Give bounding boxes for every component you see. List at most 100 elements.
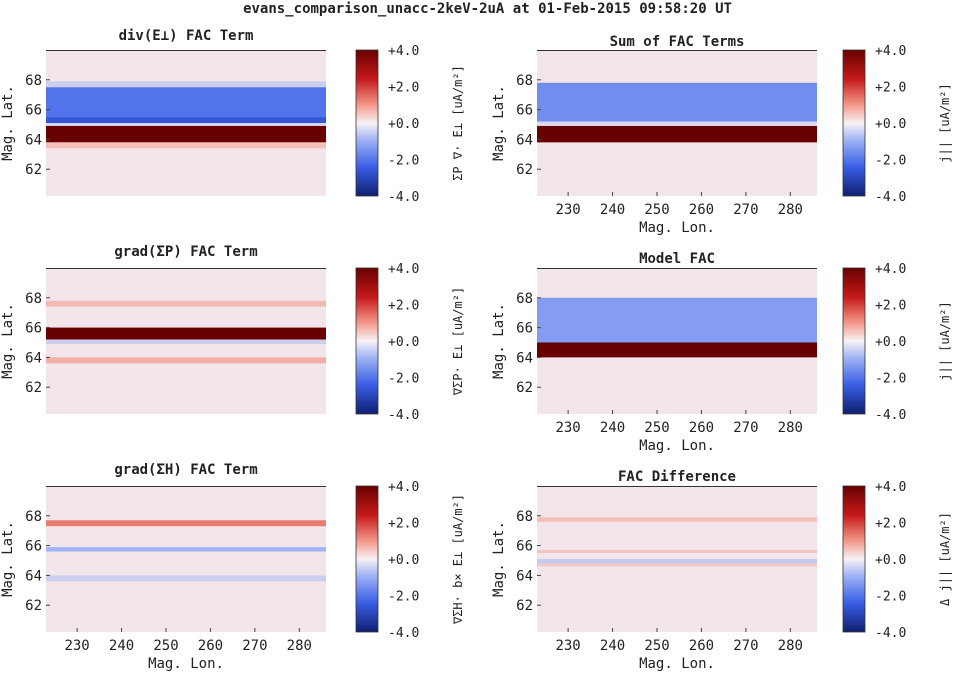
colorbar-tick-label: +0.0	[875, 335, 906, 350]
colorbar	[842, 267, 866, 415]
colorbar-tick-label: +4.0	[388, 262, 419, 277]
x-tick-label: 280	[778, 420, 803, 436]
heatmap-band	[537, 563, 817, 567]
x-tick-label: 280	[287, 638, 312, 654]
colorbar	[355, 267, 379, 415]
colorbar-label: ΣP ∇· E⊥ [uA/m²]	[451, 65, 465, 181]
colorbar	[355, 485, 379, 633]
heatmap-band	[537, 550, 817, 554]
panel-title: Sum of FAC Terms	[610, 34, 745, 50]
x-axis-label: Mag. Lon.	[639, 220, 715, 236]
heatmap-band	[46, 357, 326, 364]
colorbar-tick-label: +2.0	[388, 81, 419, 96]
heatmap-band	[537, 121, 817, 126]
x-tick-label: 260	[689, 638, 714, 654]
panel-grad-sh: grad(ΣH) FAC Term 62 64 66 68 Mag. Lat. 230 240…	[0, 462, 465, 672]
y-tick-label: 64	[25, 568, 42, 584]
colorbar-tick-label: +0.0	[875, 553, 906, 568]
colorbar-label: ∇ΣP· E⊥ [uA/m²]	[451, 287, 465, 396]
colorbar-tick-label: +4.0	[875, 44, 906, 59]
heatmap-band	[537, 297, 817, 343]
y-tick-label: 68	[516, 509, 533, 525]
x-tick-label: 240	[600, 420, 625, 436]
heatmap-band	[46, 117, 326, 123]
x-tick-label: 270	[242, 638, 267, 654]
y-tick-label: 62	[25, 380, 42, 396]
colorbar-tick-label: +0.0	[388, 117, 419, 132]
y-tick-label: 64	[25, 350, 42, 366]
x-tick-label: 230	[555, 420, 580, 436]
x-tick-label: 260	[689, 420, 714, 436]
x-tick-label: 270	[733, 202, 758, 218]
colorbar-tick-label: -4.0	[388, 190, 419, 205]
x-tick-label: 260	[689, 202, 714, 218]
x-tick-label: 240	[600, 202, 625, 218]
colorbar	[842, 485, 866, 633]
colorbar-tick-label: -4.0	[875, 408, 906, 423]
colorbar-tick-label: +2.0	[388, 299, 419, 314]
colorbar-tick-label: +4.0	[875, 480, 906, 495]
colorbar-tick-label: -4.0	[875, 626, 906, 641]
panel-title: grad(ΣP) FAC Term	[114, 244, 257, 260]
x-tick-label: 280	[778, 202, 803, 218]
colorbar-label: j|| [uA/m²]	[938, 301, 952, 380]
y-tick-label: 66	[516, 103, 533, 119]
colorbar-label: Δ j|| [uA/m²]	[938, 512, 952, 606]
heatmap-band	[537, 517, 817, 522]
y-tick-label: 68	[25, 509, 42, 525]
colorbar-tick-label: -2.0	[875, 154, 906, 169]
y-axis-label: Mag. Lat.	[0, 521, 16, 597]
x-tick-label: 250	[644, 638, 669, 654]
heatmap-band	[46, 520, 326, 527]
x-tick-label: 240	[600, 638, 625, 654]
colorbar	[842, 49, 866, 197]
panel-title: div(E⊥) FAC Term	[119, 28, 254, 44]
x-tick-label: 280	[778, 638, 803, 654]
y-tick-label: 64	[516, 132, 533, 148]
y-tick-label: 68	[516, 291, 533, 307]
heatmap-band	[537, 559, 817, 564]
colorbar-tick-label: +0.0	[388, 553, 419, 568]
panel-sum: Sum of FAC Terms 62 64 66 68 Mag. Lat. 230 240 2…	[491, 34, 952, 236]
colorbar-tick-label: -4.0	[388, 626, 419, 641]
y-tick-label: 62	[516, 380, 533, 396]
heatmap-band	[46, 339, 326, 344]
colorbar-tick-label: -4.0	[875, 190, 906, 205]
y-tick-label: 64	[516, 568, 533, 584]
y-tick-label: 64	[516, 350, 533, 366]
heatmap-band	[46, 142, 326, 149]
heatmap-band	[537, 82, 817, 122]
colorbar-tick-label: +2.0	[875, 517, 906, 532]
heatmap-band	[46, 575, 326, 582]
x-tick-label: 250	[153, 638, 178, 654]
y-tick-label: 66	[25, 103, 42, 119]
y-tick-label: 66	[516, 321, 533, 337]
colorbar-tick-label: +0.0	[388, 335, 419, 350]
x-axis-label: Mag. Lon.	[639, 438, 715, 454]
colorbar-tick-label: +0.0	[875, 117, 906, 132]
colorbar	[355, 49, 379, 197]
x-tick-label: 230	[555, 638, 580, 654]
panel-title: FAC Difference	[618, 469, 736, 485]
y-tick-label: 68	[516, 73, 533, 89]
colorbar-tick-label: -2.0	[388, 154, 419, 169]
y-tick-label: 68	[25, 73, 42, 89]
y-tick-label: 66	[25, 321, 42, 337]
colorbar-label: j|| [uA/m²]	[938, 83, 952, 162]
x-tick-label: 270	[733, 638, 758, 654]
panel-grad-sp: grad(ΣP) FAC Term 62 64 66 68 Mag. Lat. +4.0 +2…	[0, 244, 465, 423]
x-axis-label: Mag. Lon.	[639, 656, 715, 672]
heatmap-band	[46, 300, 326, 307]
y-axis-label: Mag. Lat.	[491, 303, 507, 379]
colorbar-tick-label: -2.0	[388, 372, 419, 387]
y-tick-label: 66	[516, 539, 533, 555]
colorbar-tick-label: +4.0	[875, 262, 906, 277]
heatmap-band	[46, 327, 326, 340]
panel-title: Model FAC	[639, 251, 715, 267]
heatmap-band	[46, 125, 326, 143]
y-axis-label: Mag. Lat.	[0, 85, 16, 161]
colorbar-tick-label: +4.0	[388, 480, 419, 495]
colorbar-tick-label: -2.0	[875, 590, 906, 605]
colorbar-tick-label: +4.0	[388, 44, 419, 59]
